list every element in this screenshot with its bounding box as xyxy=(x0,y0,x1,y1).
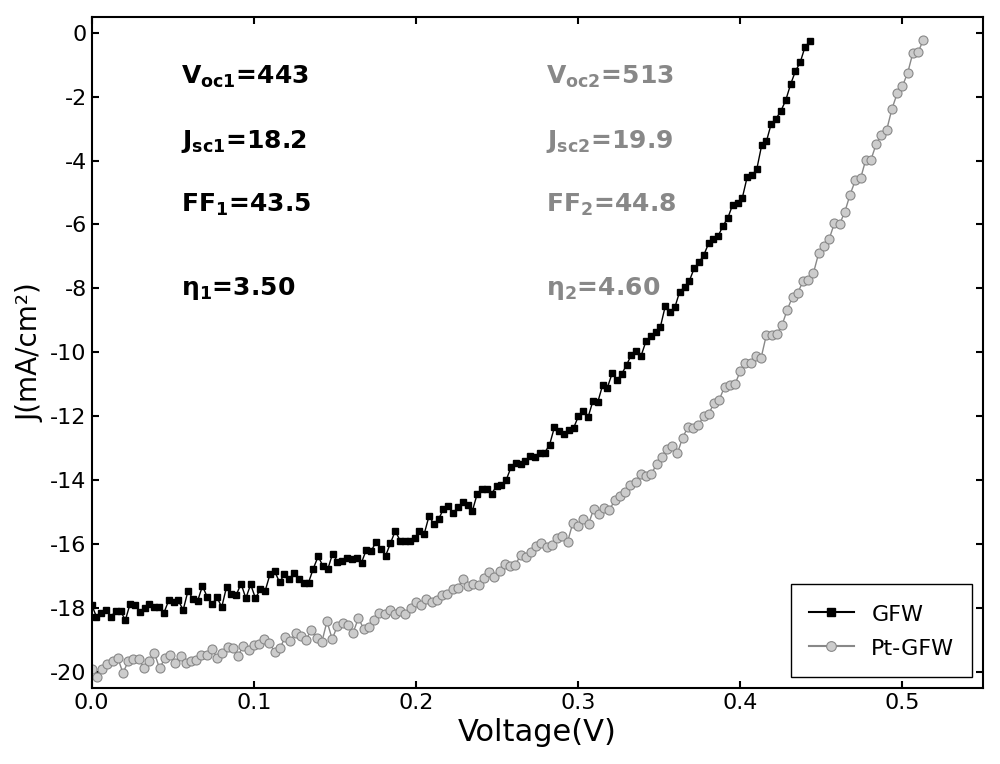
Text: $\mathbf{FF_1}$=43.5: $\mathbf{FF_1}$=43.5 xyxy=(181,193,311,219)
Text: $\mathbf{V_{oc2}}$=513: $\mathbf{V_{oc2}}$=513 xyxy=(546,64,674,90)
Text: $\mathbf{J_{sc2}}$=19.9: $\mathbf{J_{sc2}}$=19.9 xyxy=(546,128,673,155)
Legend: GFW, Pt-GFW: GFW, Pt-GFW xyxy=(791,584,972,677)
Text: $\mathbf{V_{oc1}}$=443: $\mathbf{V_{oc1}}$=443 xyxy=(181,64,309,90)
Text: $\mathbf{\eta_2}$=4.60: $\mathbf{\eta_2}$=4.60 xyxy=(546,275,660,302)
Text: $\mathbf{FF_2}$=44.8: $\mathbf{FF_2}$=44.8 xyxy=(546,193,675,219)
X-axis label: Voltage(V): Voltage(V) xyxy=(458,718,617,747)
Text: $\mathbf{\eta_1}$=3.50: $\mathbf{\eta_1}$=3.50 xyxy=(181,275,295,302)
Text: $\mathbf{J_{sc1}}$=18.2: $\mathbf{J_{sc1}}$=18.2 xyxy=(181,128,307,155)
Y-axis label: J(mA/cm²): J(mA/cm²) xyxy=(17,283,45,422)
